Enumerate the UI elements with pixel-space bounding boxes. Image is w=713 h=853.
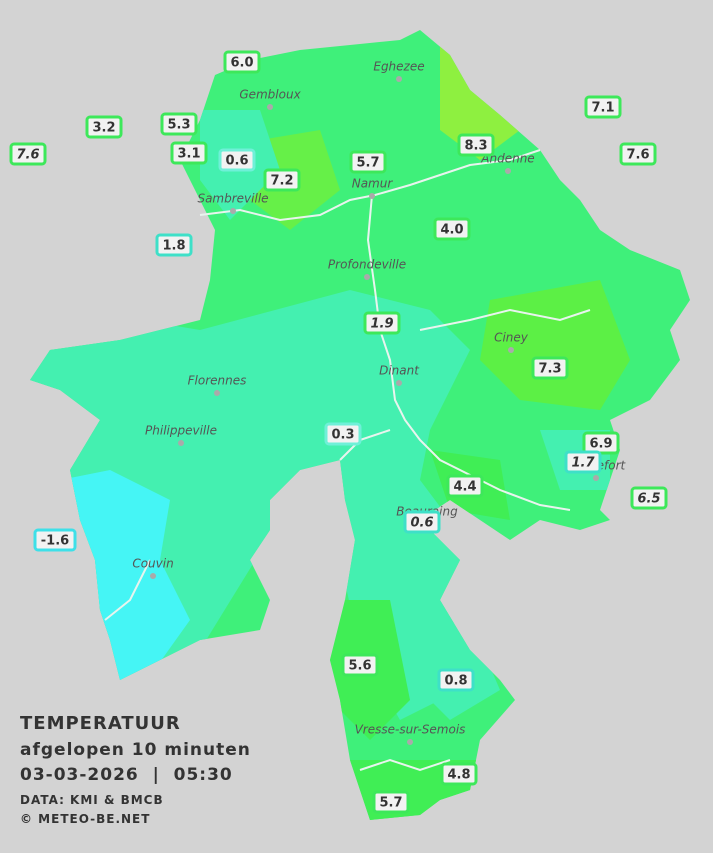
station-value: 5.6 (348, 659, 371, 674)
caption-subtitle: afgelopen 10 minuten (20, 740, 251, 760)
town-dot (214, 390, 220, 396)
station-box (223, 50, 261, 74)
town-label: Ciney (494, 331, 529, 345)
town-dot (508, 347, 514, 353)
town-label: Florennes (188, 374, 247, 388)
town-dot (407, 739, 413, 745)
station-value: 5.7 (379, 796, 402, 811)
station-box (531, 356, 569, 380)
station-box (363, 311, 401, 335)
station-box (619, 142, 657, 166)
station-value: 3.1 (177, 147, 200, 162)
station-value: 7.1 (591, 101, 614, 116)
station-value: 4.8 (447, 768, 470, 783)
station-box (433, 217, 471, 241)
station-box (372, 790, 410, 814)
station-box (446, 474, 484, 498)
station-value: 0.6 (410, 516, 433, 531)
station-box (440, 762, 478, 786)
station-value: 1.9 (370, 317, 393, 332)
station-box (341, 653, 379, 677)
caption-source: DATA: KMI & BMCB (20, 793, 164, 807)
station-value: 4.4 (453, 480, 476, 495)
caption-copyright: © METEO-BE.NET (20, 812, 150, 826)
town-label: Eghezee (373, 60, 424, 74)
station-value: 0.6 (225, 154, 248, 169)
station-value: 7.6 (16, 148, 39, 163)
station-box (349, 150, 387, 174)
caption: TEMPERATUUR afgelopen 10 minuten 03-03-2… (20, 713, 251, 826)
town-label: Philippeville (145, 424, 217, 438)
town-label: Namur (352, 177, 394, 191)
towns: Eghezee Gembloux Andenne Namur Sambreville Pr… (132, 60, 627, 745)
station-box (218, 148, 256, 172)
station-box (170, 141, 208, 165)
town-label: Dinant (379, 364, 420, 378)
town-dot (505, 168, 511, 174)
town-dot (267, 104, 273, 110)
station-value: 4.0 (440, 223, 463, 238)
town-label: Andenne (480, 152, 534, 166)
caption-title: TEMPERATUUR (20, 713, 181, 734)
station-value: 3.2 (92, 121, 115, 136)
station-value: 7.3 (538, 362, 561, 377)
town-dot (230, 208, 236, 214)
station-value: 5.3 (167, 118, 190, 133)
station-value: 7.2 (270, 174, 293, 189)
town-dot (396, 76, 402, 82)
town-dot (150, 573, 156, 579)
town-dot (369, 193, 375, 199)
town-label: Couvin (132, 557, 173, 571)
station-box (160, 112, 198, 136)
station-value: 6.5 (637, 492, 660, 507)
station-box (9, 142, 47, 166)
station-box (85, 115, 123, 139)
station-value: 1.7 (571, 456, 595, 471)
town-dot (178, 440, 184, 446)
town-label: Vresse-sur-Semois (355, 723, 466, 737)
station-box (457, 133, 495, 157)
town-dot (364, 274, 370, 280)
station-box (630, 486, 668, 510)
stations: 6.0 3.2 5.3 7.6 3.1 0.6 7.2 5.7 8.3 7.1 7.6 4.0 1.8 1… (9, 50, 668, 814)
station-value: 7.6 (626, 148, 649, 163)
station-box (155, 233, 193, 257)
caption-datetime: 03-03-2026 | 05:30 (20, 765, 233, 785)
station-box (403, 510, 441, 534)
station-value: 6.0 (230, 56, 253, 71)
station-box (324, 422, 362, 446)
station-value: 5.7 (356, 156, 379, 171)
station-value: 0.3 (331, 428, 354, 443)
station-box (263, 168, 301, 192)
station-box (584, 95, 622, 119)
station-value: 0.8 (444, 674, 467, 689)
town-label: Gembloux (239, 88, 301, 102)
town-label: Profondeville (328, 258, 406, 272)
station-box (33, 528, 77, 552)
town-dot (396, 380, 402, 386)
station-value: 8.3 (464, 139, 487, 154)
station-box (437, 668, 475, 692)
town-label: Sambreville (197, 192, 268, 206)
station-box (564, 450, 602, 474)
station-value: 6.9 (589, 437, 612, 452)
station-value: 1.8 (162, 239, 185, 254)
station-value: -1.6 (41, 534, 69, 549)
town-dot (593, 475, 599, 481)
